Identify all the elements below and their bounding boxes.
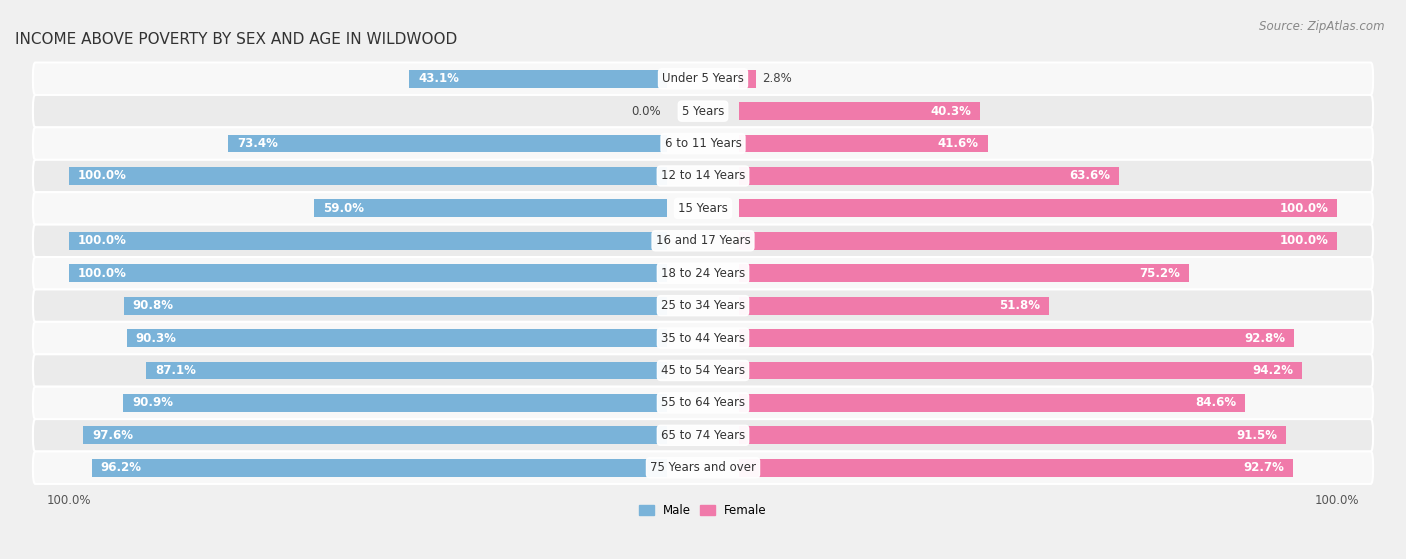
- FancyBboxPatch shape: [32, 419, 1374, 452]
- Text: 75 Years and over: 75 Years and over: [650, 461, 756, 474]
- Text: 94.2%: 94.2%: [1253, 364, 1294, 377]
- FancyBboxPatch shape: [32, 322, 1374, 354]
- Bar: [740, 232, 1337, 250]
- Text: 91.5%: 91.5%: [1236, 429, 1277, 442]
- Bar: [740, 297, 1049, 315]
- FancyBboxPatch shape: [32, 160, 1374, 192]
- Text: 63.6%: 63.6%: [1070, 169, 1111, 182]
- Bar: [740, 200, 1337, 217]
- Text: 16 and 17 Years: 16 and 17 Years: [655, 234, 751, 247]
- Text: 73.4%: 73.4%: [238, 137, 278, 150]
- Text: 65 to 74 Years: 65 to 74 Years: [661, 429, 745, 442]
- Text: 75.2%: 75.2%: [1139, 267, 1180, 280]
- Text: 92.7%: 92.7%: [1244, 461, 1285, 474]
- Legend: Male, Female: Male, Female: [634, 499, 772, 522]
- FancyBboxPatch shape: [32, 387, 1374, 419]
- Text: 15 Years: 15 Years: [678, 202, 728, 215]
- Bar: [314, 200, 666, 217]
- Text: 2.8%: 2.8%: [762, 72, 792, 85]
- Bar: [69, 167, 666, 185]
- Text: 0.0%: 0.0%: [631, 105, 661, 117]
- Bar: [124, 297, 666, 315]
- Text: 90.3%: 90.3%: [136, 331, 177, 344]
- Text: 41.6%: 41.6%: [938, 137, 979, 150]
- Bar: [740, 102, 980, 120]
- FancyBboxPatch shape: [32, 452, 1374, 484]
- Bar: [740, 459, 1294, 477]
- FancyBboxPatch shape: [32, 63, 1374, 95]
- Bar: [69, 232, 666, 250]
- Bar: [740, 264, 1189, 282]
- Bar: [740, 167, 1119, 185]
- Text: 12 to 14 Years: 12 to 14 Years: [661, 169, 745, 182]
- FancyBboxPatch shape: [32, 225, 1374, 257]
- FancyBboxPatch shape: [32, 290, 1374, 322]
- Text: 100.0%: 100.0%: [77, 169, 127, 182]
- Text: 100.0%: 100.0%: [1279, 202, 1329, 215]
- Text: 100.0%: 100.0%: [77, 267, 127, 280]
- Bar: [740, 70, 755, 88]
- FancyBboxPatch shape: [32, 95, 1374, 127]
- Bar: [127, 329, 666, 347]
- Bar: [740, 394, 1246, 412]
- Bar: [740, 135, 988, 153]
- Text: 25 to 34 Years: 25 to 34 Years: [661, 299, 745, 312]
- Bar: [409, 70, 666, 88]
- Text: 43.1%: 43.1%: [418, 72, 460, 85]
- Bar: [740, 427, 1286, 444]
- FancyBboxPatch shape: [32, 127, 1374, 160]
- Text: 87.1%: 87.1%: [155, 364, 195, 377]
- Bar: [83, 427, 666, 444]
- Bar: [124, 394, 666, 412]
- Text: 40.3%: 40.3%: [931, 105, 972, 117]
- Text: 59.0%: 59.0%: [323, 202, 364, 215]
- Text: 100.0%: 100.0%: [1279, 234, 1329, 247]
- Text: Source: ZipAtlas.com: Source: ZipAtlas.com: [1260, 20, 1385, 32]
- FancyBboxPatch shape: [32, 192, 1374, 225]
- Text: 6 to 11 Years: 6 to 11 Years: [665, 137, 741, 150]
- Bar: [91, 459, 666, 477]
- Bar: [740, 362, 1302, 380]
- Text: 100.0%: 100.0%: [77, 234, 127, 247]
- Text: 97.6%: 97.6%: [93, 429, 134, 442]
- Bar: [69, 264, 666, 282]
- Text: 90.9%: 90.9%: [132, 396, 173, 409]
- Text: 90.8%: 90.8%: [132, 299, 174, 312]
- Text: 92.8%: 92.8%: [1244, 331, 1285, 344]
- Text: 84.6%: 84.6%: [1195, 396, 1236, 409]
- Bar: [146, 362, 666, 380]
- Text: 35 to 44 Years: 35 to 44 Years: [661, 331, 745, 344]
- Text: 5 Years: 5 Years: [682, 105, 724, 117]
- Text: 55 to 64 Years: 55 to 64 Years: [661, 396, 745, 409]
- Text: INCOME ABOVE POVERTY BY SEX AND AGE IN WILDWOOD: INCOME ABOVE POVERTY BY SEX AND AGE IN W…: [15, 32, 457, 47]
- Bar: [228, 135, 666, 153]
- Text: 51.8%: 51.8%: [998, 299, 1040, 312]
- Bar: [740, 329, 1294, 347]
- FancyBboxPatch shape: [32, 354, 1374, 387]
- Text: 45 to 54 Years: 45 to 54 Years: [661, 364, 745, 377]
- Text: 96.2%: 96.2%: [101, 461, 142, 474]
- Text: Under 5 Years: Under 5 Years: [662, 72, 744, 85]
- Text: 18 to 24 Years: 18 to 24 Years: [661, 267, 745, 280]
- FancyBboxPatch shape: [32, 257, 1374, 290]
